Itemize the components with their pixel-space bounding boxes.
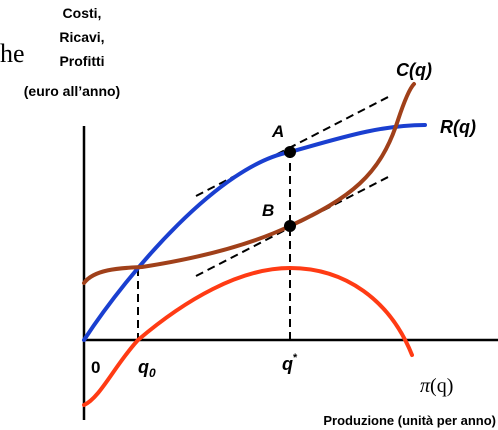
x-axis-label: Produzione (unità per anno): [323, 413, 496, 428]
qstar-label-base: q: [282, 354, 293, 374]
profit-curve-label: π(q): [420, 375, 453, 397]
y-axis-label-line-1: Costi,: [63, 5, 102, 21]
cost-curve-label: C(q): [396, 60, 432, 80]
qstar-label-superscript: *: [293, 352, 298, 364]
title-fragment: he: [0, 39, 25, 68]
y-axis-label-line-2: Ricavi,: [59, 29, 104, 45]
revenue-curve: [82, 123, 427, 342]
point-b-label: B: [262, 201, 274, 220]
profit-curve: [82, 265, 414, 407]
origin-label: 0: [91, 358, 100, 377]
point-a-marker: [284, 146, 296, 158]
tangent-at-a: [195, 94, 393, 197]
point-b-marker: [284, 220, 296, 232]
qstar-label: q*: [282, 352, 298, 374]
y-axis-label-line-4: (euro all’anno): [24, 83, 120, 99]
q0-label-base: q: [138, 357, 149, 377]
q0-label-subscript: 0: [149, 366, 156, 380]
point-a-label: A: [271, 122, 284, 141]
q0-label: q0: [138, 357, 156, 380]
y-axis-label-line-3: Profitti: [59, 53, 104, 69]
cost-curve: [82, 82, 416, 285]
revenue-curve-label: R(q): [440, 117, 476, 137]
profit-label-arg: (q): [430, 375, 453, 397]
profit-label-base: π: [420, 375, 431, 397]
